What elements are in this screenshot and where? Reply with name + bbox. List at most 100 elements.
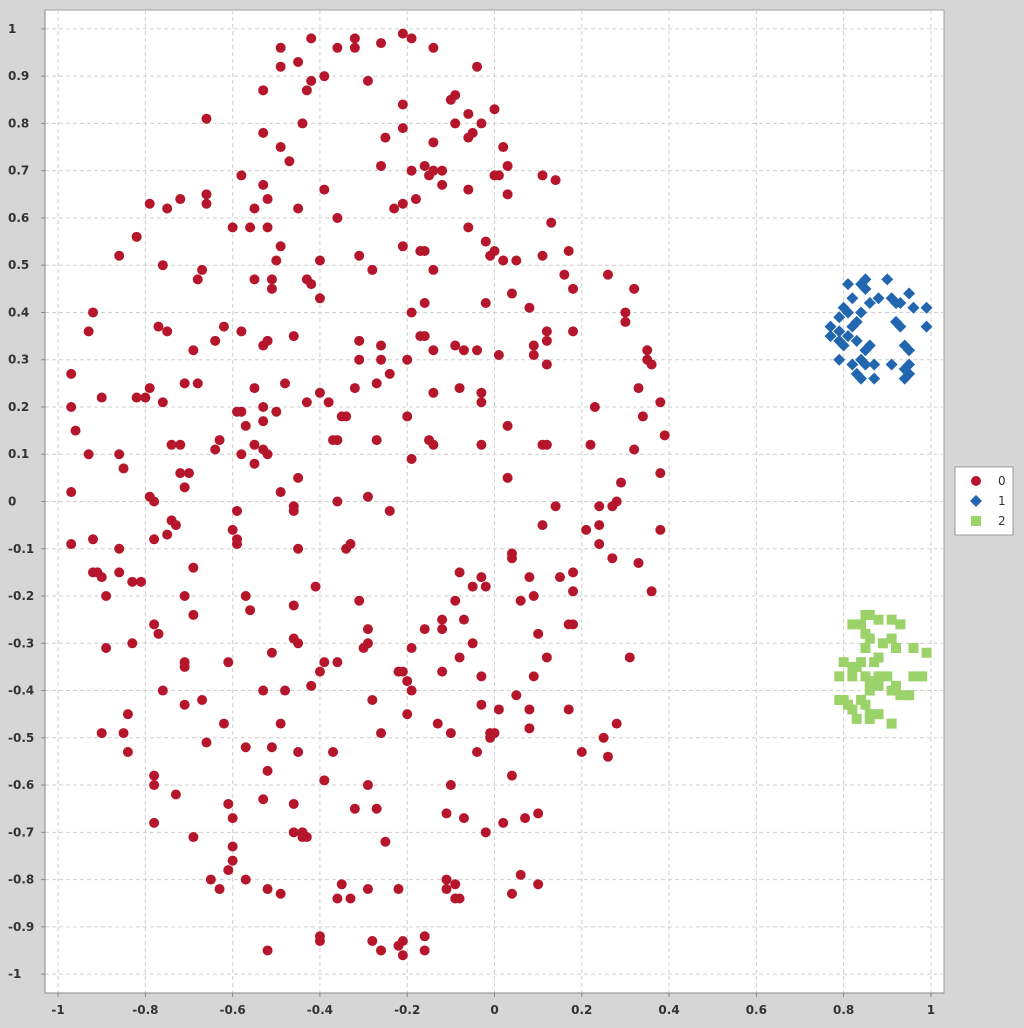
data-point — [886, 718, 897, 729]
data-point — [554, 572, 565, 583]
data-point — [856, 657, 867, 668]
data-point — [541, 326, 552, 337]
x-tick-label: 1 — [927, 1003, 935, 1017]
data-point — [855, 372, 868, 385]
data-point — [389, 203, 400, 214]
data-point — [188, 345, 199, 356]
data-point — [262, 335, 273, 346]
data-point — [633, 557, 644, 568]
data-point — [162, 203, 173, 214]
data-point — [903, 367, 916, 380]
data-point — [349, 42, 360, 53]
data-point — [393, 940, 404, 951]
x-tick-label: -0.6 — [220, 1003, 246, 1017]
data-point — [258, 401, 269, 412]
data-point — [895, 690, 906, 701]
data-point — [280, 378, 291, 389]
data-point — [249, 203, 260, 214]
data-point — [332, 42, 343, 53]
data-point — [917, 671, 928, 682]
data-point — [376, 945, 387, 956]
data-point — [157, 260, 168, 271]
data-point — [188, 562, 199, 573]
data-point — [637, 411, 648, 422]
data-point — [533, 808, 544, 819]
data-point — [437, 614, 448, 625]
data-point — [179, 378, 190, 389]
data-point — [833, 325, 846, 338]
data-point — [833, 311, 846, 324]
x-tick-label: 0.8 — [833, 1003, 854, 1017]
data-point — [546, 217, 557, 228]
data-point — [476, 397, 487, 408]
data-point — [362, 75, 373, 86]
data-point — [493, 704, 504, 715]
data-point — [332, 893, 343, 904]
data-point — [240, 874, 251, 885]
data-point — [841, 306, 854, 319]
data-point — [258, 416, 269, 427]
data-point — [223, 798, 234, 809]
data-point — [868, 358, 881, 371]
data-point — [419, 331, 430, 342]
data-point — [655, 468, 666, 479]
data-point — [511, 690, 522, 701]
legend-label: 2 — [998, 514, 1006, 528]
y-tick-label: 0.2 — [8, 400, 29, 414]
data-point — [136, 576, 147, 587]
data-point — [240, 420, 251, 431]
data-point — [319, 775, 330, 786]
data-point — [371, 803, 382, 814]
y-ticks: 1 0.9 0.8 0.7 0.6 0.5 0.4 0.3 0.2 0.1 0 -0.1 -0.2 -0.… — [8, 22, 45, 981]
data-point — [157, 397, 168, 408]
data-point — [301, 397, 312, 408]
data-point — [841, 278, 854, 291]
data-point — [293, 638, 304, 649]
y-tick-label: 0.5 — [8, 258, 29, 272]
data-point — [594, 501, 605, 512]
data-point — [428, 42, 439, 53]
data-point — [824, 320, 837, 333]
data-point — [437, 179, 448, 190]
data-point — [232, 534, 243, 545]
data-point — [472, 746, 483, 757]
data-point — [376, 38, 387, 49]
data-point — [149, 817, 160, 828]
data-point — [868, 372, 881, 385]
data-point — [646, 586, 657, 597]
data-point — [402, 676, 413, 687]
data-point — [616, 477, 627, 488]
data-point — [524, 302, 535, 313]
legend-label: 0 — [998, 474, 1006, 488]
y-tick-label: -0.6 — [8, 778, 34, 792]
data-point — [262, 765, 273, 776]
data-point — [175, 194, 186, 205]
data-point — [328, 435, 339, 446]
data-point — [406, 165, 417, 176]
data-point — [288, 600, 299, 611]
legend-box — [954, 466, 1014, 536]
x-tick-label: 0 — [490, 1003, 498, 1017]
data-point — [249, 274, 260, 285]
data-point — [511, 255, 522, 266]
data-point — [179, 591, 190, 602]
data-point — [524, 572, 535, 583]
data-point — [266, 742, 277, 753]
data-point — [101, 643, 112, 654]
data-point — [528, 591, 539, 602]
data-point — [520, 813, 531, 824]
data-point — [249, 383, 260, 394]
data-point — [149, 534, 160, 545]
data-point — [149, 780, 160, 791]
data-point — [633, 383, 644, 394]
data-point — [258, 179, 269, 190]
data-point — [170, 789, 181, 800]
data-point — [223, 865, 234, 876]
data-point — [114, 567, 125, 578]
data-point — [153, 628, 164, 639]
data-point — [541, 652, 552, 663]
data-point — [624, 652, 635, 663]
data-point — [568, 586, 579, 597]
data-point — [506, 888, 517, 899]
x-tick-label: -0.8 — [132, 1003, 158, 1017]
